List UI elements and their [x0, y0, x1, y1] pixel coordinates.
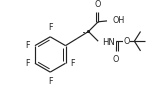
Text: F: F — [26, 59, 30, 68]
Text: F: F — [48, 23, 52, 32]
Text: O: O — [95, 0, 101, 9]
Text: F: F — [48, 77, 52, 86]
Text: F: F — [26, 41, 30, 50]
Text: OH: OH — [112, 16, 124, 25]
Text: HN: HN — [103, 38, 115, 47]
Text: O: O — [113, 55, 119, 64]
Text: O: O — [124, 37, 130, 46]
Text: F: F — [70, 59, 75, 68]
